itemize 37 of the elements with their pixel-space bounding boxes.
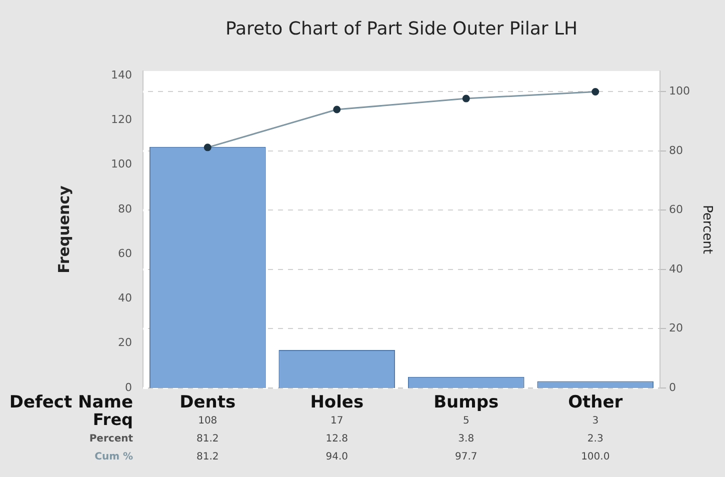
y-axis-title: Frequency (54, 185, 73, 274)
data-label: 81.2 (196, 452, 219, 463)
text: 81.2 (196, 434, 219, 445)
text: 2.3 (587, 434, 604, 445)
x-tick-label: Bumps (434, 392, 499, 412)
data-label: 94.0 (326, 452, 348, 463)
x-axis-title: Defect Name (9, 392, 133, 412)
y-tick-label: 80 (118, 202, 132, 216)
y2-tick-label: 60 (669, 203, 683, 216)
y-tick-label: 60 (118, 246, 132, 260)
data-label: 17 (330, 416, 344, 427)
y2-tick-label: 80 (669, 144, 683, 157)
y-tick-label: 140 (111, 68, 132, 82)
data-label: 108 (198, 416, 218, 427)
x-tick-label: Other (568, 392, 624, 412)
y-tick-label: 20 (118, 336, 132, 350)
y2-tick-label: 0 (669, 380, 676, 394)
series-label: Freq (92, 410, 133, 430)
text: 3.8 (458, 434, 474, 445)
x-tick-label: Holes (310, 392, 364, 412)
text: Cum % (94, 452, 133, 463)
data-label: 5 (462, 416, 470, 427)
chart-title: Pareto Chart of Part Side Outer Pilar LH (225, 18, 578, 40)
data-label: 3 (592, 416, 599, 427)
y-tick-label: 120 (111, 112, 132, 126)
y2-axis-title: Percent (700, 205, 715, 254)
text: Percent (89, 434, 134, 445)
y2-tick-label: 100 (669, 84, 690, 98)
y-tick-label: 100 (111, 158, 132, 171)
y-tick-label: 40 (118, 292, 132, 305)
y-tick-label: 0 (125, 380, 132, 394)
y2-tick-label: 20 (669, 322, 683, 335)
data-label: 97.7 (454, 452, 478, 463)
x-tick-label: Dents (180, 392, 236, 412)
data-label: 100.0 (581, 452, 610, 463)
y2-tick-label: 40 (669, 262, 683, 276)
text: 12.8 (326, 434, 348, 445)
